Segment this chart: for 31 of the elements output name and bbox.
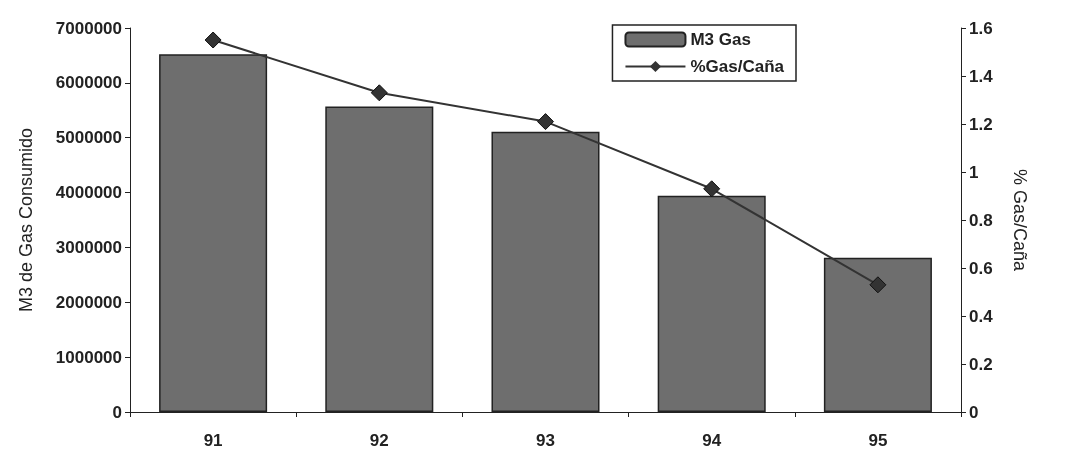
point bbox=[204, 31, 222, 49]
y-axis-title: M3 de Gas Consumido bbox=[16, 127, 36, 313]
y-tick-label: 7000000 bbox=[55, 18, 122, 38]
legend-label: %Gas/Caña bbox=[690, 57, 785, 76]
y-tick-label: 2000000 bbox=[55, 292, 122, 312]
y2-tick-label: 0.6 bbox=[969, 258, 993, 278]
x-tick-label: 93 bbox=[536, 431, 555, 450]
y-tick-label: 1000000 bbox=[55, 347, 122, 367]
y-tick-label: 5000000 bbox=[55, 128, 122, 148]
y2-tick-label: 1.2 bbox=[969, 114, 993, 134]
point bbox=[703, 180, 721, 198]
point bbox=[537, 113, 554, 131]
point bbox=[869, 276, 887, 294]
y2-tick-label: 0.4 bbox=[969, 306, 994, 326]
y-tick-label: 6000000 bbox=[55, 73, 122, 93]
y2-axis-title: % Gas/Caña bbox=[1010, 168, 1030, 273]
point bbox=[370, 84, 388, 102]
y-tick-label: 3000000 bbox=[55, 237, 122, 257]
y-tick-label: 4000000 bbox=[55, 183, 122, 203]
y2-tick-label: 0 bbox=[969, 402, 979, 422]
legend-label: M3 Gas bbox=[690, 30, 751, 49]
y2-tick-label: 1 bbox=[969, 162, 979, 182]
x-tick-label: 95 bbox=[868, 431, 888, 450]
x-tick-label: 92 bbox=[369, 431, 389, 450]
y2-tick-label: 1.4 bbox=[969, 66, 994, 86]
y2-tick-label: 1.6 bbox=[969, 18, 993, 38]
x-tick-label: 91 bbox=[203, 431, 223, 450]
y2-tick-label: 0.8 bbox=[969, 210, 993, 230]
y2-tick-label: 0.2 bbox=[969, 354, 993, 374]
y-tick-label: 0 bbox=[112, 402, 122, 422]
x-tick-label: 94 bbox=[702, 431, 722, 450]
